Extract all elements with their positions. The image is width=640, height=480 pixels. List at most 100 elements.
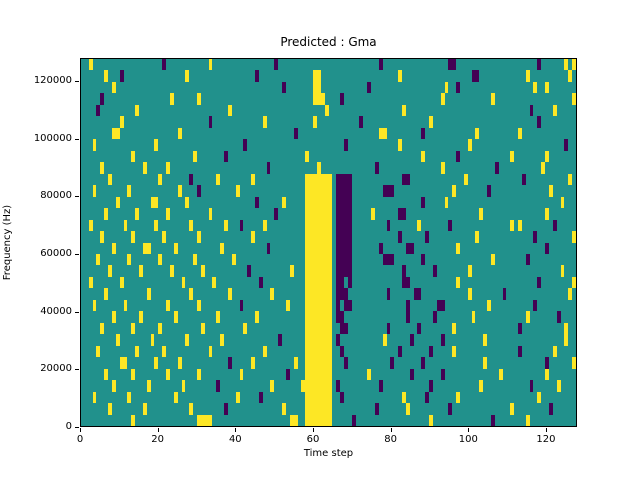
heatmap-cell: [529, 276, 534, 289]
heatmap-cell: [328, 345, 333, 358]
heatmap-cell: [459, 345, 464, 358]
heatmap-cell: [166, 357, 170, 369]
heatmap-cell: [413, 357, 418, 369]
heatmap-cell: [545, 380, 549, 392]
heatmap-cell: [560, 196, 565, 209]
heatmap-cell: [413, 208, 418, 220]
heatmap-cell: [413, 334, 418, 346]
heatmap-cell: [104, 265, 109, 277]
heatmap-cell: [220, 345, 225, 358]
heatmap-cell: [517, 162, 522, 174]
heatmap-cell: [316, 70, 321, 82]
heatmap-cell: [266, 403, 271, 415]
heatmap-cell: [247, 70, 252, 82]
heatmap-cell: [459, 322, 464, 335]
heatmap-cell: [398, 93, 402, 105]
heatmap-cell: [409, 242, 414, 254]
heatmap-cell: [278, 150, 283, 163]
heatmap-cell: [189, 265, 194, 277]
heatmap-cell: [262, 403, 267, 415]
heatmap-cell: [502, 265, 507, 277]
heatmap-cell: [405, 242, 410, 254]
heatmap-cell: [425, 391, 430, 404]
heatmap-cell: [108, 219, 112, 232]
heatmap-cell: [556, 391, 561, 404]
heatmap-cell: [204, 311, 209, 323]
heatmap-cell: [162, 403, 167, 415]
heatmap-cell: [258, 334, 263, 346]
heatmap-cell: [521, 311, 526, 323]
heatmap-cell: [401, 196, 406, 209]
heatmap-cell: [309, 127, 314, 140]
heatmap-cell: [96, 345, 101, 358]
heatmap-cell: [560, 311, 565, 323]
heatmap-cell: [510, 322, 515, 335]
heatmap-cell: [185, 127, 190, 140]
heatmap-cell: [177, 59, 182, 71]
heatmap-cell: [197, 139, 201, 151]
heatmap-cell: [100, 185, 105, 197]
heatmap-cell: [220, 59, 225, 71]
heatmap-cell: [231, 368, 236, 381]
heatmap-cell: [274, 414, 279, 426]
heatmap-cell: [313, 322, 317, 335]
heatmap-cell: [146, 299, 151, 312]
heatmap-cell: [510, 299, 515, 312]
heatmap-cell: [401, 127, 406, 140]
x-tick-mark: [468, 428, 470, 432]
heatmap-cell: [320, 59, 325, 71]
heatmap-cell: [367, 208, 372, 220]
heatmap-cell: [139, 173, 143, 186]
heatmap-cell: [568, 219, 573, 232]
heatmap-cell: [305, 93, 310, 105]
heatmap-cell: [270, 162, 275, 174]
heatmap-cell: [227, 208, 232, 220]
heatmap-cell: [108, 185, 112, 197]
heatmap-cell: [398, 299, 402, 312]
heatmap-cell: [340, 368, 344, 381]
heatmap-cell: [521, 162, 526, 174]
heatmap-cell: [293, 231, 298, 243]
heatmap-cell: [158, 196, 163, 209]
heatmap-cell: [200, 185, 205, 197]
heatmap-cell: [177, 357, 182, 369]
heatmap-cell: [119, 104, 124, 117]
heatmap-cell: [390, 391, 395, 404]
heatmap-cell: [88, 403, 93, 415]
heatmap-cell: [189, 368, 194, 381]
heatmap-cell: [541, 104, 546, 117]
heatmap-cell: [487, 391, 491, 404]
heatmap-cell: [386, 116, 391, 128]
heatmap-cell: [394, 173, 399, 186]
heatmap-cell: [363, 208, 368, 220]
heatmap-cell: [139, 104, 143, 117]
heatmap-cell: [436, 127, 441, 140]
heatmap-cell: [266, 70, 271, 82]
heatmap-cell: [525, 253, 530, 266]
heatmap-cell: [502, 299, 507, 312]
heatmap-cell: [324, 391, 329, 404]
heatmap-cell: [162, 357, 167, 369]
heatmap-cell: [456, 219, 460, 232]
heatmap-cell: [127, 334, 132, 346]
heatmap-cell: [343, 104, 348, 117]
heatmap-cell: [243, 322, 248, 335]
heatmap-cell: [293, 276, 298, 289]
heatmap-cell: [328, 59, 333, 71]
heatmap-cell: [173, 403, 178, 415]
heatmap-cell: [425, 59, 430, 71]
heatmap-cell: [444, 162, 449, 174]
heatmap-cell: [166, 139, 170, 151]
heatmap-cell: [235, 59, 240, 71]
heatmap-cell: [262, 299, 267, 312]
heatmap-cell: [498, 311, 503, 323]
heatmap-cell: [421, 276, 426, 289]
heatmap-cell: [243, 59, 248, 71]
heatmap-cell: [162, 81, 167, 94]
heatmap-cell: [258, 93, 263, 105]
heatmap-cell: [255, 219, 259, 232]
heatmap-cell: [166, 81, 170, 94]
heatmap-cell: [189, 231, 194, 243]
heatmap-cell: [506, 116, 511, 128]
heatmap-cell: [305, 150, 310, 163]
